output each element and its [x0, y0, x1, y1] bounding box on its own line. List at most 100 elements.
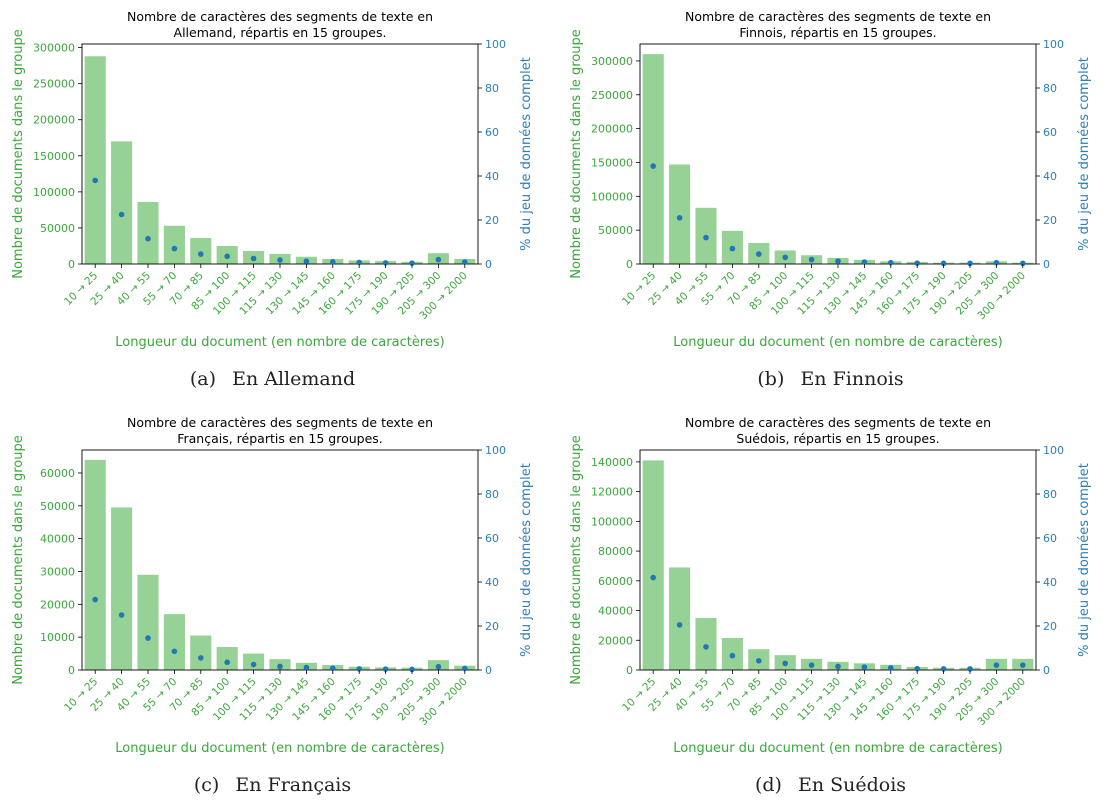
caption-tag: (a) — [189, 368, 217, 390]
bar-1 — [111, 141, 133, 264]
caption-text: En Allemand — [232, 368, 356, 390]
chart-svg: Nombre de caractères des segments de tex… — [569, 9, 1092, 350]
point-14 — [462, 259, 468, 265]
point-10 — [356, 666, 363, 672]
point-14 — [1020, 662, 1026, 668]
ytick-label: 200000 — [33, 114, 75, 127]
chart-panel-finnois: Nombre de caractères des segments de tex… — [558, 0, 1103, 400]
chart-panel-suedois: Nombre de caractères des segments de tex… — [558, 406, 1103, 806]
chart-title: Français, répartis en 15 groupes. — [177, 431, 383, 446]
ytick-label: 0 — [68, 664, 75, 677]
point-0 — [650, 163, 656, 169]
chart-svg: Nombre de caractères des segments de tex… — [11, 415, 534, 756]
point-9 — [330, 665, 336, 672]
x-axis-label: Longueur du document (en nombre de carac… — [673, 741, 1002, 756]
x-axis-label: Longueur du document (en nombre de carac… — [673, 335, 1002, 350]
point-5 — [224, 253, 230, 260]
y2tick-label: 60 — [485, 532, 499, 545]
ytick-label: 0 — [626, 258, 633, 271]
point-9 — [330, 259, 336, 265]
y2tick-label: 100 — [485, 444, 506, 457]
bar-4 — [190, 238, 212, 264]
chart-title: Suédois, répartis en 15 groupes. — [736, 431, 939, 446]
point-10 — [356, 259, 363, 266]
point-4 — [198, 655, 204, 661]
figure-caption: (d) En Suédois — [558, 774, 1103, 796]
chart-panel-allemand: Nombre de caractères des segments de tex… — [0, 0, 545, 400]
y2tick-label: 40 — [485, 576, 499, 589]
point-7 — [835, 663, 841, 670]
ytick-label: 300000 — [591, 55, 633, 68]
point-0 — [92, 596, 98, 603]
point-13 — [993, 662, 1000, 668]
ytick-label: 100000 — [591, 190, 633, 203]
ytick-label: 0 — [68, 258, 75, 271]
y2tick-label: 40 — [485, 170, 499, 183]
y2tick-label: 60 — [485, 126, 499, 139]
y2tick-label: 100 — [485, 38, 506, 51]
x-axis-label: Longueur du document (en nombre de carac… — [115, 335, 444, 350]
point-13 — [435, 256, 442, 263]
caption-text: En Suédois — [797, 774, 907, 796]
point-2 — [145, 635, 151, 641]
point-0 — [650, 574, 656, 581]
figure-caption: (b) En Finnois — [558, 368, 1103, 390]
point-9 — [888, 665, 894, 671]
point-7 — [835, 258, 841, 264]
ytick-label: 150000 — [33, 150, 75, 163]
y2-axis-label: % du jeu de données complet — [519, 463, 534, 657]
ytick-label: 40000 — [40, 533, 75, 546]
point-9 — [888, 259, 894, 266]
point-6 — [808, 662, 815, 668]
ytick-label: 250000 — [591, 89, 633, 102]
point-1 — [118, 612, 125, 618]
point-14 — [1020, 260, 1026, 267]
y2tick-label: 100 — [1043, 38, 1064, 51]
y-axis-label: Nombre de documents dans le groupe — [11, 435, 26, 685]
point-7 — [277, 257, 283, 263]
point-12 — [967, 666, 973, 672]
y2tick-label: 80 — [485, 82, 499, 95]
y-axis-label: Nombre de documents dans le groupe — [569, 29, 584, 279]
point-5 — [782, 660, 788, 667]
point-7 — [277, 663, 283, 670]
bar-3 — [163, 225, 185, 264]
ytick-label: 60000 — [40, 467, 75, 480]
y2tick-label: 40 — [1043, 576, 1057, 589]
point-6 — [808, 256, 815, 263]
y2tick-label: 40 — [1043, 170, 1057, 183]
ytick-label: 100000 — [33, 186, 75, 199]
caption-tag: (d) — [754, 774, 782, 796]
caption-text: En Finnois — [800, 368, 904, 390]
point-4 — [756, 657, 762, 664]
point-2 — [145, 235, 151, 242]
point-5 — [224, 659, 230, 666]
point-1 — [676, 622, 683, 628]
point-12 — [967, 260, 973, 267]
bar-2 — [137, 574, 159, 670]
point-4 — [198, 251, 204, 257]
y2-axis-label: % du jeu de données complet — [1077, 57, 1092, 251]
point-8 — [303, 664, 310, 671]
chart-title: Nombre de caractères des segments de tex… — [685, 9, 991, 24]
ytick-label: 300000 — [33, 42, 75, 55]
ytick-label: 100000 — [591, 515, 633, 528]
y2tick-label: 80 — [1043, 488, 1057, 501]
point-8 — [861, 259, 868, 265]
point-13 — [435, 663, 442, 670]
point-2 — [703, 234, 709, 241]
ytick-label: 20000 — [40, 598, 75, 611]
y2tick-label: 20 — [485, 620, 499, 633]
point-8 — [861, 664, 868, 670]
y2tick-label: 60 — [1043, 126, 1057, 139]
caption-tag: (b) — [757, 368, 785, 390]
y2tick-label: 100 — [1043, 444, 1064, 457]
y2tick-label: 0 — [1043, 258, 1050, 271]
point-11 — [940, 260, 947, 267]
bar-0 — [642, 54, 664, 265]
point-0 — [92, 177, 98, 184]
point-5 — [782, 254, 788, 261]
ytick-label: 120000 — [591, 486, 633, 499]
y2tick-label: 80 — [485, 488, 499, 501]
bar-0 — [84, 459, 106, 670]
